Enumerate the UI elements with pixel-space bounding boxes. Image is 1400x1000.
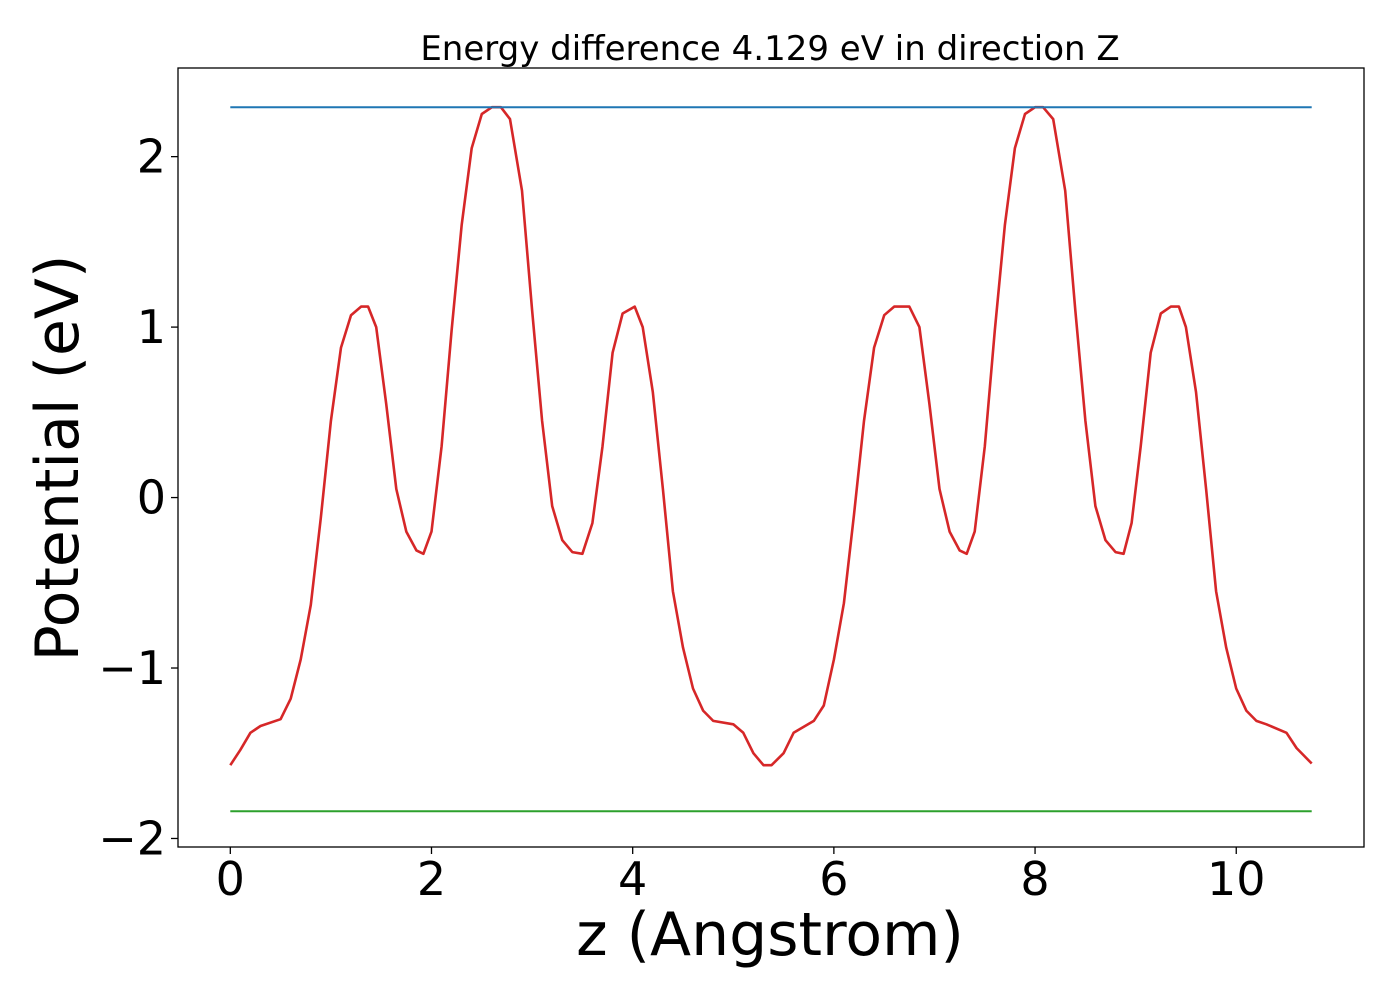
x-tick-label: 8: [1020, 852, 1049, 906]
y-tick-label: −2: [98, 811, 166, 865]
series-line-0: [229, 105, 1313, 767]
x-tick-label: 4: [618, 852, 647, 906]
y-tick-label: 2: [137, 130, 166, 184]
x-tick-label: 2: [417, 852, 446, 906]
series-layer: [229, 105, 1313, 813]
y-axis: −2 −1 0 1 2: [98, 130, 178, 865]
x-axis-label: z (Angstrom): [576, 900, 964, 970]
y-tick-label: −1: [98, 641, 166, 695]
chart-title: Energy difference 4.129 eV in direction …: [420, 29, 1119, 69]
y-tick-label: 0: [137, 471, 166, 525]
x-tick-label: 0: [216, 852, 245, 906]
x-axis: 0 2 4 6 8 10: [216, 847, 1266, 906]
plot-area: [177, 67, 1365, 848]
y-tick-label: 1: [137, 300, 166, 354]
x-tick-label: 6: [819, 852, 848, 906]
y-axis-label: Potential (eV): [23, 255, 93, 662]
x-tick-label: 10: [1207, 852, 1266, 906]
